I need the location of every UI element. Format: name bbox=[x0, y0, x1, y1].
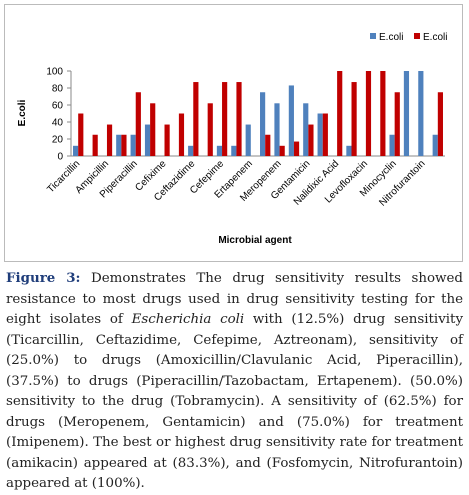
y-tick-label: 80 bbox=[52, 84, 64, 95]
bar bbox=[236, 82, 242, 156]
caption-text: Demonstrates The drug sensitivity result… bbox=[6, 271, 463, 327]
bar bbox=[130, 134, 136, 156]
bar bbox=[380, 71, 386, 156]
caption: Figure 3: Demonstrates The drug sensitiv… bbox=[6, 268, 463, 495]
legend-swatch bbox=[370, 33, 376, 39]
legend-label: E.coli bbox=[423, 32, 447, 43]
bar bbox=[78, 113, 84, 156]
bar bbox=[389, 134, 395, 156]
caption-species: Escherichia coli bbox=[131, 312, 245, 327]
bar bbox=[288, 85, 294, 156]
y-axis-title: E.coli bbox=[17, 99, 28, 126]
bar bbox=[135, 92, 141, 156]
bar bbox=[308, 124, 314, 156]
bar bbox=[92, 134, 98, 156]
caption-label: Figure 3: bbox=[6, 270, 81, 286]
bar bbox=[265, 134, 271, 156]
y-tick-label: 40 bbox=[52, 118, 64, 129]
bar bbox=[121, 134, 127, 156]
bar bbox=[293, 141, 300, 156]
y-tick-label: 60 bbox=[52, 101, 64, 112]
y-tick-label: 20 bbox=[52, 135, 64, 146]
bar bbox=[144, 124, 151, 156]
caption-text: with (12.5%) drug sensitivity (Ticarcill… bbox=[6, 312, 464, 491]
bar bbox=[403, 71, 410, 156]
bar bbox=[216, 145, 223, 156]
bar bbox=[116, 134, 122, 156]
bar bbox=[178, 113, 185, 156]
bar bbox=[207, 103, 213, 156]
bar bbox=[365, 71, 372, 156]
bar bbox=[346, 145, 352, 156]
bar bbox=[73, 145, 79, 156]
bar bbox=[260, 92, 266, 156]
bar bbox=[337, 71, 343, 156]
y-tick-label: 100 bbox=[46, 67, 63, 78]
bar bbox=[106, 124, 113, 156]
y-tick-label: 0 bbox=[57, 152, 63, 163]
bar bbox=[317, 113, 323, 156]
bar bbox=[193, 82, 199, 156]
bar bbox=[164, 124, 170, 156]
bar bbox=[222, 82, 228, 156]
legend-label: E.coli bbox=[379, 32, 403, 43]
bar bbox=[245, 124, 251, 156]
bar bbox=[322, 113, 328, 156]
bar bbox=[279, 145, 285, 156]
bar bbox=[150, 103, 156, 156]
bar bbox=[394, 92, 400, 156]
chart: E.coli Microbial agent 020406080100Ticar… bbox=[17, 32, 447, 246]
figure: E.coli Microbial agent 0 20 40 60 80 100 Ticar… bbox=[4, 4, 463, 262]
bar bbox=[188, 145, 194, 156]
bar bbox=[231, 145, 237, 156]
bar bbox=[274, 103, 280, 156]
x-axis-title: Microbial agent bbox=[218, 235, 292, 246]
bar bbox=[303, 103, 309, 156]
bar bbox=[351, 82, 357, 156]
bar bbox=[437, 92, 443, 156]
bar bbox=[432, 134, 438, 156]
legend-swatch bbox=[414, 33, 420, 39]
bar bbox=[418, 71, 424, 156]
